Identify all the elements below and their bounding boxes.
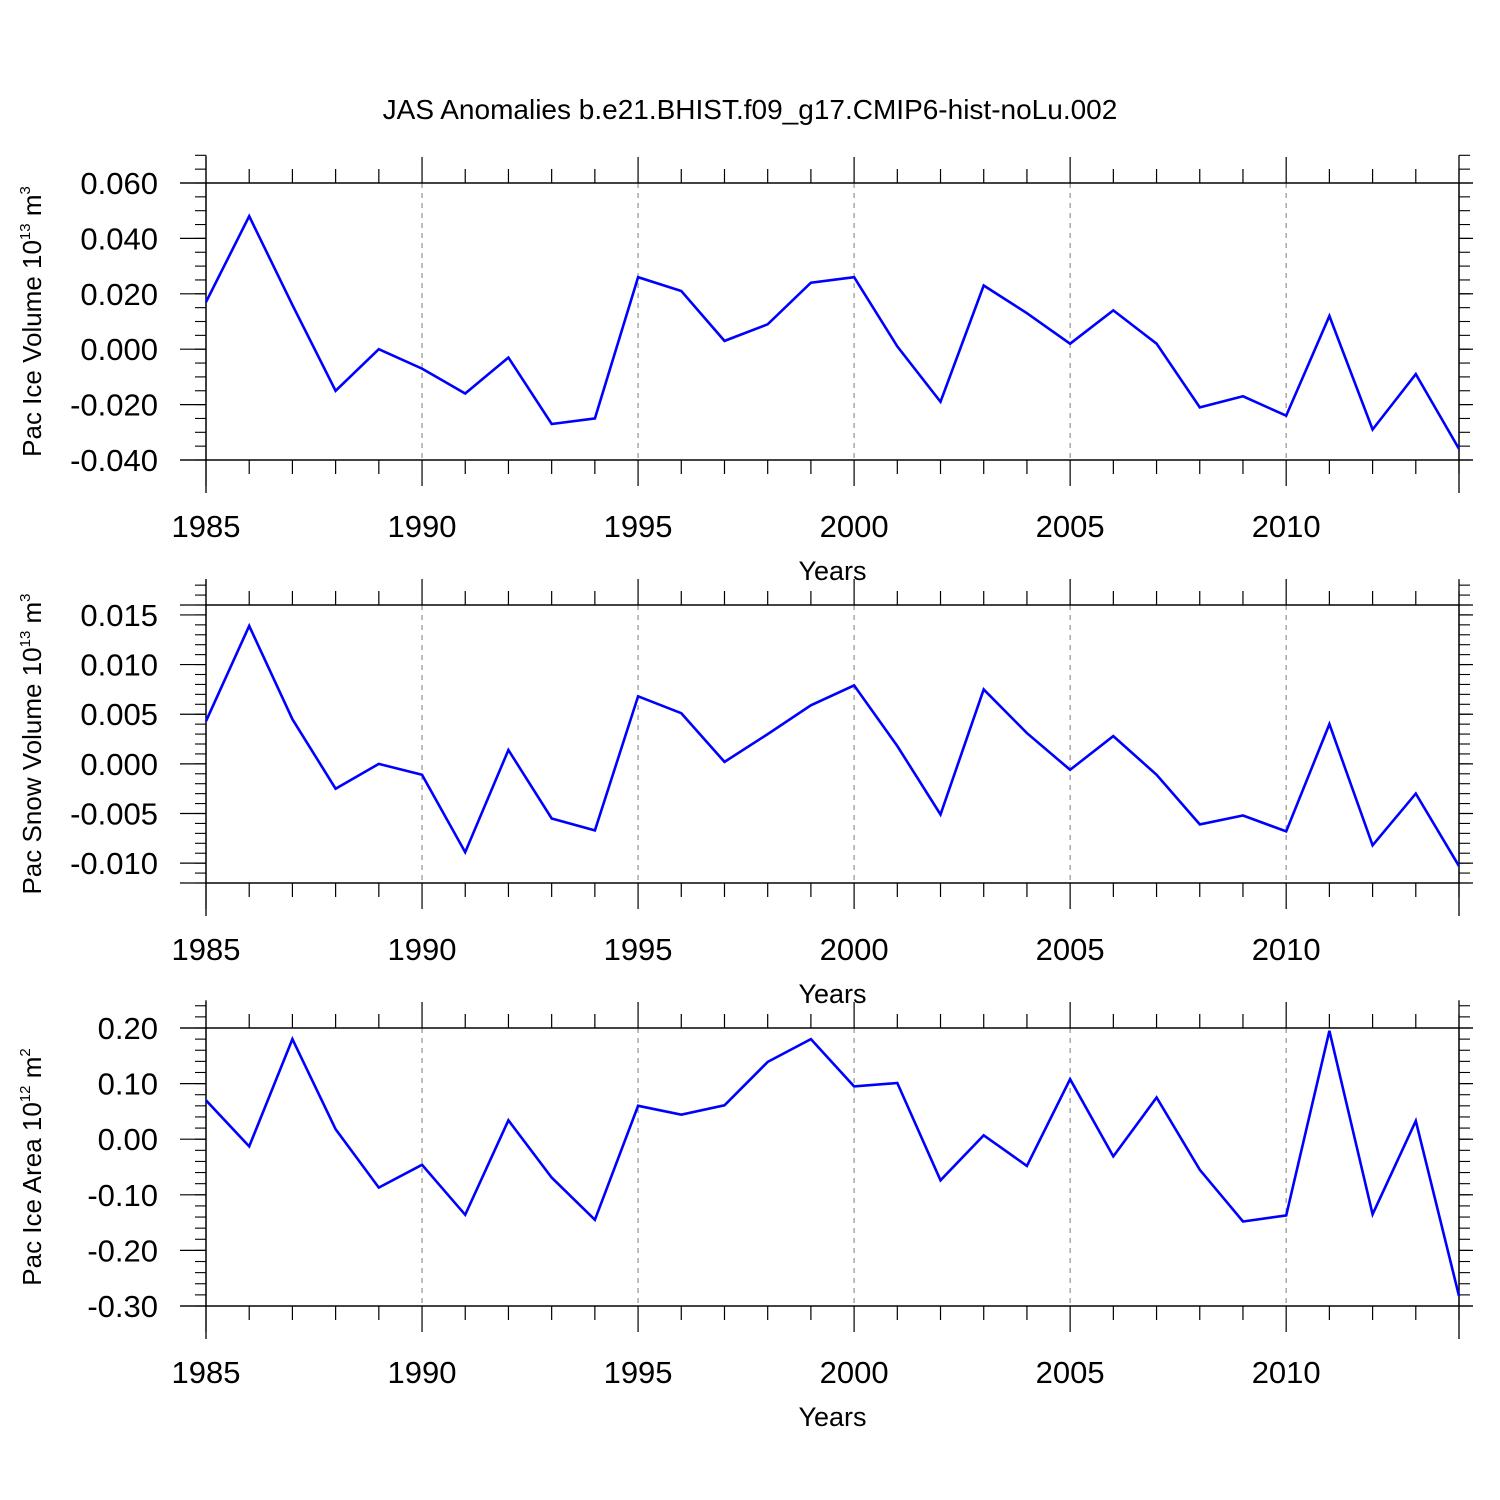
x-axis-label: Years [798, 1402, 866, 1432]
y-tick-label: 0.015 [80, 598, 158, 633]
x-tick-label: 2010 [1252, 509, 1321, 544]
panel-1: -0.040 -0.020 0.000 0.020 0.040 0.060 1985 1990… [17, 154, 1473, 586]
x-tick-label: 1995 [604, 509, 673, 544]
y-tick-label: -0.040 [70, 443, 158, 478]
panel-3: -0.30 -0.20 -0.10 0.00 0.10 0.20 1985 1990 1995 2… [17, 1000, 1473, 1432]
x-tick-label: 1985 [172, 932, 241, 967]
y-tick-label: -0.10 [87, 1178, 158, 1213]
x-tick-label: 2005 [1036, 1355, 1105, 1390]
plot-frame [205, 182, 1460, 461]
x-axis-label: Years [798, 556, 866, 586]
y-tick-label: 0.000 [80, 747, 158, 782]
y-tick-label: 0.00 [98, 1122, 158, 1157]
y-tick-label: 0.10 [98, 1067, 158, 1102]
y-axis-label: Pac Ice Volume 1013 m3 [17, 186, 47, 457]
x-tick-label: 2010 [1252, 1355, 1321, 1390]
chart-title: JAS Anomalies b.e21.BHIST.f09_g17.CMIP6-… [383, 94, 1118, 125]
y-tick-label: 0.000 [80, 332, 158, 367]
x-tick-label: 1990 [388, 509, 457, 544]
x-tick-label: 2005 [1036, 509, 1105, 544]
x-tick-label: 1985 [172, 509, 241, 544]
x-tick-label: 2005 [1036, 932, 1105, 967]
y-tick-label: -0.005 [70, 797, 158, 832]
x-tick-label: 2010 [1252, 932, 1321, 967]
x-tick-label: 2000 [820, 932, 889, 967]
y-tick-label: 0.005 [80, 697, 158, 732]
y-tick-label: 0.040 [80, 221, 158, 256]
x-tick-label: 1995 [604, 932, 673, 967]
y-tick-label: 0.020 [80, 277, 158, 312]
x-tick-label: 1990 [388, 1355, 457, 1390]
y-tick-label: -0.020 [70, 388, 158, 423]
y-tick-label: -0.30 [87, 1289, 158, 1324]
plot-frame [205, 1027, 1460, 1307]
y-tick-label: -0.20 [87, 1233, 158, 1268]
y-axis-label: Pac Snow Volume 1013 m3 [17, 593, 47, 894]
x-tick-label: 1990 [388, 932, 457, 967]
y-tick-label: 0.20 [98, 1011, 158, 1046]
x-tick-label: 1995 [604, 1355, 673, 1390]
y-tick-label: -0.010 [70, 846, 158, 881]
series-line [204, 213, 1461, 450]
series-line [205, 1030, 1461, 1297]
y-tick-label: 0.060 [80, 166, 158, 201]
series-line [204, 622, 1461, 867]
x-axis-label: Years [798, 979, 866, 1009]
y-tick-label: 0.010 [80, 648, 158, 683]
x-tick-label: 2000 [820, 509, 889, 544]
panel-2: -0.010 -0.005 0.000 0.005 0.010 0.015 1985 1990… [17, 579, 1473, 1009]
plot-frame [205, 604, 1460, 884]
y-axis-label: Pac Ice Area 1012 m2 [17, 1048, 47, 1285]
x-tick-label: 2000 [820, 1355, 889, 1390]
x-tick-label: 1985 [172, 1355, 241, 1390]
